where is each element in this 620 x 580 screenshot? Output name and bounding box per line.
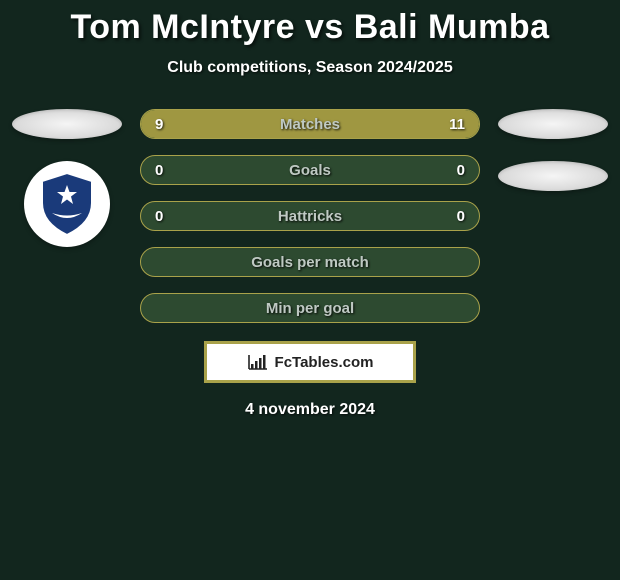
stat-label: Goals per match — [251, 254, 369, 271]
stat-bar: 9 11 Matches — [140, 109, 480, 139]
page-subtitle: Club competitions, Season 2024/2025 — [0, 59, 620, 77]
club-badge-left — [24, 161, 110, 247]
left-col — [12, 109, 122, 247]
stat-value-left: 0 — [155, 162, 163, 179]
stat-label: Hattricks — [278, 208, 342, 225]
right-col — [498, 109, 608, 191]
stat-value-right: 11 — [449, 116, 465, 133]
stat-label: Min per goal — [266, 300, 354, 317]
stat-label: Matches — [280, 116, 340, 133]
stat-label: Goals — [289, 162, 331, 179]
stat-bars: 9 11 Matches 0 0 Goals 0 0 Hattricks Goals per ma… — [140, 109, 480, 323]
stat-value-right: 0 — [457, 208, 465, 225]
brand-badge[interactable]: FcTables.com — [204, 341, 416, 383]
player-left-oval — [12, 109, 122, 139]
comparison-card: Tom McIntyre vs Bali Mumba Club competit… — [0, 0, 620, 419]
stat-value-left: 9 — [155, 116, 163, 133]
main-area: 9 11 Matches 0 0 Goals 0 0 Hattricks Goals per ma… — [0, 109, 620, 323]
stat-value-left: 0 — [155, 208, 163, 225]
bar-fill-left — [141, 110, 293, 138]
stat-bar: Min per goal — [140, 293, 480, 323]
stat-value-right: 0 — [457, 162, 465, 179]
stat-bar: Goals per match — [140, 247, 480, 277]
club-right-oval — [498, 161, 608, 191]
stat-bar: 0 0 Hattricks — [140, 201, 480, 231]
date-text: 4 november 2024 — [0, 401, 620, 419]
shield-icon — [38, 171, 96, 237]
chart-icon — [247, 353, 269, 371]
stat-bar: 0 0 Goals — [140, 155, 480, 185]
brand-text: FcTables.com — [275, 354, 374, 371]
player-right-oval — [498, 109, 608, 139]
page-title: Tom McIntyre vs Bali Mumba — [0, 8, 620, 47]
